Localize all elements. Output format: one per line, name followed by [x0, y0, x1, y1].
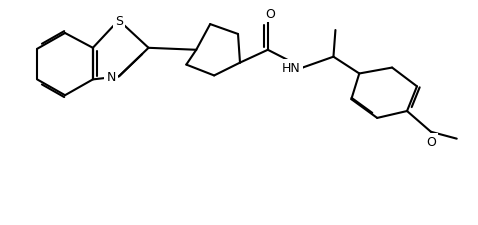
Text: O: O	[426, 135, 436, 148]
Text: HN: HN	[282, 62, 301, 75]
Text: N: N	[106, 71, 116, 83]
Text: O: O	[265, 8, 275, 21]
Text: S: S	[115, 15, 123, 27]
